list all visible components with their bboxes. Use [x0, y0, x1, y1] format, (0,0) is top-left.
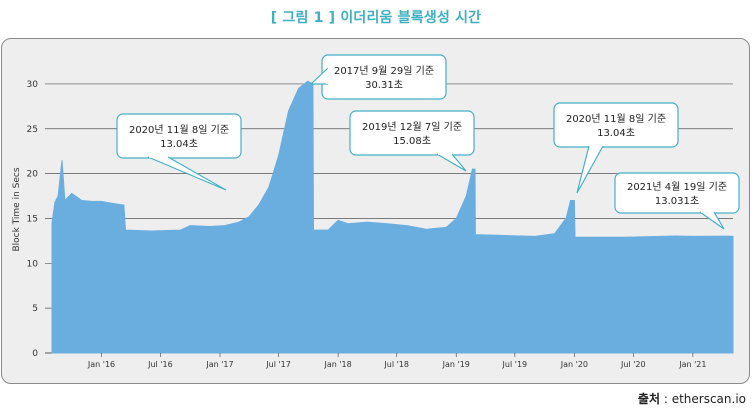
x-tick-label: Jan '17 — [205, 360, 233, 369]
callout-value: 30.31초 — [365, 79, 403, 91]
y-tick-label: 25 — [27, 125, 38, 135]
callout-2: 2019년 12월 7일 기준 15.08초 — [349, 110, 475, 172]
callout-box — [553, 102, 679, 148]
callout-0: 2020년 11월 8일 기준 13.04초 — [116, 113, 242, 191]
callout-pointer-mask — [326, 67, 330, 85]
callout-date: 2020년 11월 8일 기준 — [566, 113, 666, 125]
callout-box — [349, 110, 475, 156]
x-tick-label: Jan '20 — [560, 360, 588, 369]
y-tick-label: 10 — [27, 259, 39, 269]
y-tick-label: 15 — [27, 214, 38, 224]
callout-1: 2017년 9월 29일 기준 30.31초 — [309, 54, 447, 100]
figure-title: [ 그림 1 ] 이더리움 블록생성 시간 — [270, 10, 482, 26]
callout-box — [614, 172, 740, 214]
callout-pointer — [699, 211, 725, 230]
x-tick-label: Jan '21 — [678, 360, 706, 369]
callout-value: 15.08초 — [393, 135, 431, 147]
y-axis-label: Block Time in Secs — [12, 167, 22, 251]
callout-date: 2020년 11월 8일 기준 — [129, 124, 229, 136]
source-note: 출처 : etherscan.io — [638, 390, 746, 407]
x-tick-label: Jul '20 — [620, 360, 646, 369]
x-tick-label: Jan '19 — [442, 360, 470, 369]
callout-pointer — [436, 153, 467, 172]
callout-box — [321, 54, 447, 100]
callout-pointer — [576, 145, 604, 194]
y-tick-label: 5 — [32, 304, 38, 314]
source-colon: : — [663, 392, 672, 406]
callout-date: 2019년 12월 7일 기준 — [362, 121, 462, 133]
callout-value: 13.04초 — [597, 127, 635, 139]
source-label: 출처 — [637, 392, 660, 406]
callout-3: 2020년 11월 8일 기준 13.04초 — [553, 102, 679, 194]
callout-pointer — [309, 67, 329, 85]
callout-pointer — [147, 156, 227, 191]
callout-4: 2021년 4월 19일 기준 13.031초 — [614, 172, 740, 230]
y-tick-label: 20 — [27, 170, 39, 180]
callout-box — [116, 113, 242, 159]
block-time-area — [51, 80, 734, 354]
x-tick-label: Jul '19 — [502, 360, 528, 369]
y-tick-label: 30 — [27, 80, 39, 90]
x-tick-label: Jul '17 — [265, 360, 291, 369]
callout-value: 13.04초 — [160, 138, 198, 150]
x-tick-label: Jan '16 — [87, 360, 115, 369]
callout-date: 2021년 4월 19일 기준 — [627, 181, 727, 193]
x-tick-label: Jul '16 — [147, 360, 173, 369]
source-value: etherscan.io — [671, 392, 746, 406]
callout-date: 2017년 9월 29일 기준 — [334, 65, 434, 77]
y-tick-label: 0 — [32, 349, 38, 359]
x-tick-label: Jan '18 — [323, 360, 351, 369]
x-tick-label: Jul '18 — [383, 360, 409, 369]
callout-value: 13.031초 — [655, 195, 699, 207]
